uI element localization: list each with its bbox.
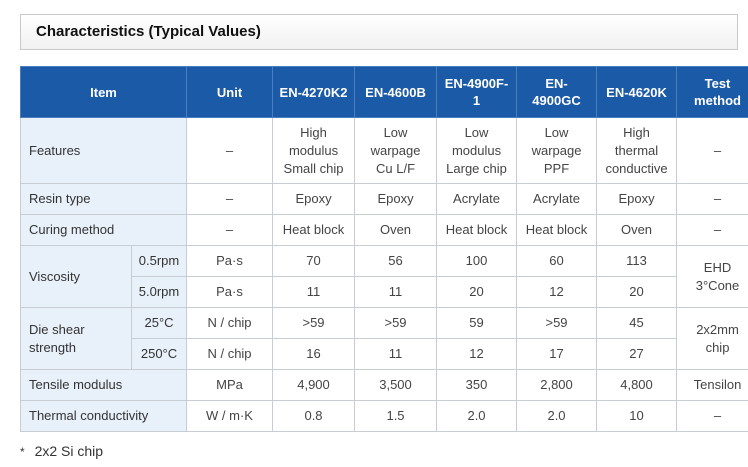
value-cell: Acrylate [436, 183, 518, 215]
unit-cell: Pa·s [186, 276, 274, 308]
test-method-cell: – [676, 183, 748, 215]
table-row: 250°C N / chip 16 11 12 17 27 [21, 338, 748, 370]
characteristics-table: Item Unit EN-4270K2 EN-4600B EN-4900F- 1… [19, 66, 748, 432]
unit-cell: Pa·s [186, 245, 274, 277]
value-cell: 1.5 [354, 400, 438, 432]
header-row: Item Unit EN-4270K2 EN-4600B EN-4900F- 1… [19, 66, 748, 118]
value-cell: 4,900 [272, 369, 356, 401]
value-cell: 45 [596, 307, 678, 339]
value-cell: Low warpage PPF [516, 117, 598, 184]
table-row: Resin type – Epoxy Epoxy Acrylate Acryla… [19, 183, 748, 215]
unit-cell: W / m·K [186, 400, 274, 432]
value-cell: Acrylate [516, 183, 598, 215]
value-cell: 2.0 [436, 400, 518, 432]
row-label: Resin type [19, 183, 188, 215]
table-row: Curing method – Heat block Oven Heat blo… [19, 214, 748, 246]
condition-cell: 250°C [130, 338, 188, 370]
header-product: EN-4600B [354, 66, 438, 118]
value-cell: 0.8 [272, 400, 356, 432]
value-cell: 2.0 [516, 400, 598, 432]
value-cell: 27 [596, 338, 678, 370]
row-label: Features [19, 117, 188, 184]
value-cell: 56 [354, 245, 438, 277]
condition-cell: 0.5rpm [130, 245, 188, 277]
value-cell: 11 [272, 276, 356, 308]
value-cell: 4,800 [596, 369, 678, 401]
value-cell: Low warpage Cu L/F [354, 117, 438, 184]
row-label: Curing method [19, 214, 188, 246]
table-row: Tensile modulus MPa 4,900 3,500 350 2,80… [19, 369, 748, 401]
value-cell: 16 [272, 338, 356, 370]
section-title-text: Characteristics (Typical Values) [36, 23, 261, 40]
value-cell: 2,800 [516, 369, 598, 401]
test-method-cell: – [676, 214, 748, 246]
value-cell: Epoxy [272, 183, 356, 215]
header-unit: Unit [186, 66, 274, 118]
table-row: 5.0rpm Pa·s 11 11 20 12 20 [21, 276, 748, 308]
value-cell: 12 [436, 338, 518, 370]
unit-cell: – [186, 183, 274, 215]
test-method-cell: EHD 3°Cone [676, 245, 748, 308]
footnote: * 2x2 Si chip [20, 443, 103, 459]
value-cell: 113 [596, 245, 678, 277]
value-cell: Oven [596, 214, 678, 246]
value-cell: Epoxy [354, 183, 438, 215]
value-cell: 11 [354, 276, 438, 308]
table-row: Viscosity 0.5rpm Pa·s 70 56 100 60 113 E… [20, 245, 748, 308]
unit-cell: – [186, 117, 274, 184]
value-cell: 20 [436, 276, 518, 308]
value-cell: Heat block [436, 214, 518, 246]
header-product: EN- 4900GC [516, 66, 598, 118]
row-label: Die shear strength [20, 307, 132, 370]
unit-cell: MPa [186, 369, 274, 401]
value-cell: 12 [516, 276, 598, 308]
value-cell: >59 [516, 307, 598, 339]
value-cell: Low modulus Large chip [436, 117, 518, 184]
value-cell: 3,500 [354, 369, 438, 401]
header-item: Item [19, 66, 188, 118]
row-label: Thermal conductivity [19, 400, 188, 432]
header-product: EN-4270K2 [272, 66, 356, 118]
unit-cell: N / chip [186, 338, 274, 370]
value-cell: 17 [516, 338, 598, 370]
condition-cell: 5.0rpm [130, 276, 188, 308]
value-cell: 100 [436, 245, 518, 277]
value-cell: 70 [272, 245, 356, 277]
row-label: Viscosity [20, 245, 132, 308]
test-method-cell: – [676, 117, 748, 184]
value-cell: Epoxy [596, 183, 678, 215]
value-cell: 350 [436, 369, 518, 401]
table-row: Thermal conductivity W / m·K 0.8 1.5 2.0… [19, 400, 748, 432]
test-method-cell: Tensilon [676, 369, 748, 401]
value-cell: Heat block [516, 214, 598, 246]
header-product: EN-4620K [596, 66, 678, 118]
test-method-cell: 2x2mm chip [676, 307, 748, 370]
unit-cell: N / chip [186, 307, 274, 339]
section-title: Characteristics (Typical Values) [20, 14, 738, 50]
value-cell: 11 [354, 338, 438, 370]
unit-cell: – [186, 214, 274, 246]
table-row: Features – High modulus Small chip Low w… [19, 117, 748, 184]
condition-cell: 25°C [130, 307, 188, 339]
row-label: Tensile modulus [19, 369, 188, 401]
value-cell: Oven [354, 214, 438, 246]
value-cell: 10 [596, 400, 678, 432]
value-cell: Heat block [272, 214, 356, 246]
value-cell: >59 [354, 307, 438, 339]
value-cell: >59 [272, 307, 356, 339]
value-cell: High modulus Small chip [272, 117, 356, 184]
header-product: EN-4900F- 1 [436, 66, 518, 118]
test-method-cell: – [676, 400, 748, 432]
header-test-method: Test method [676, 66, 748, 118]
value-cell: 60 [516, 245, 598, 277]
value-cell: 59 [436, 307, 518, 339]
value-cell: High thermal conductive [596, 117, 678, 184]
footnote-marker: * [20, 445, 25, 459]
table-row: Die shear strength 25°C N / chip >59 >59… [20, 307, 748, 370]
footnote-text: 2x2 Si chip [34, 443, 104, 459]
value-cell: 20 [596, 276, 678, 308]
